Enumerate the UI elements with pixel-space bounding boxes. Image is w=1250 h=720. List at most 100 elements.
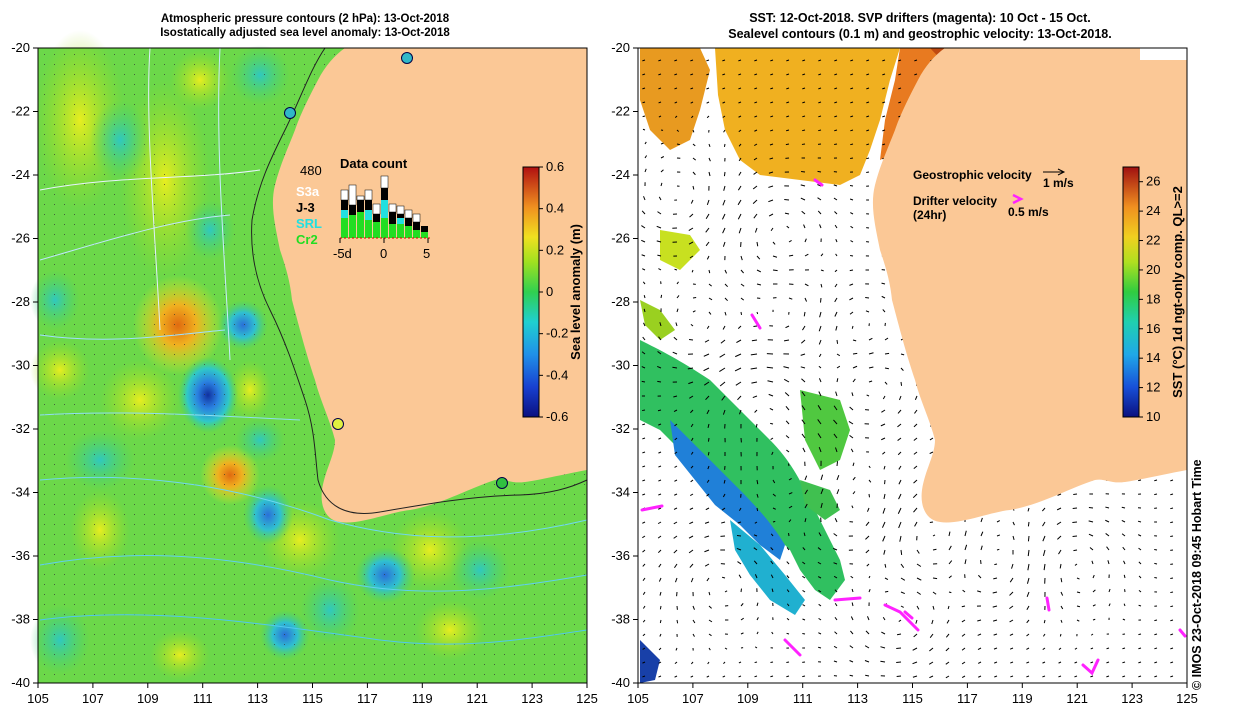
drifter-velocity-sub: (24hr) [913, 208, 946, 222]
velocity-legend: Geostrophic velocity 1 m/s Drifter veloc… [913, 168, 1074, 222]
sla-colorbar-tick: 0.4 [546, 201, 564, 216]
sla-colorbar-tick: -0.4 [546, 367, 568, 382]
right-y-tick: -30 [611, 358, 630, 373]
sst-colorbar-tick: 22 [1146, 233, 1160, 248]
right-x-tick: 125 [1176, 691, 1198, 706]
geo-velocity-label: Geostrophic velocity [913, 168, 1032, 182]
left-land-australia [272, 48, 587, 523]
sla-colorbar-ticks: 0.6 0.4 0.2 0 -0.2 -0.4 -0.6 [539, 159, 568, 424]
sst-colorbar-tick: 14 [1146, 350, 1160, 365]
drifter-velocity-label: Drifter velocity [913, 194, 997, 208]
right-x-tick: 111 [793, 691, 813, 706]
left-x-tick: 115 [302, 691, 323, 706]
left-x-tick: 105 [27, 691, 49, 706]
sla-colorbar-tick: -0.6 [546, 409, 568, 424]
right-title: SST: 12-Oct-2018. SVP drifters (magenta)… [640, 10, 1200, 42]
left-x-tick: 121 [466, 691, 488, 706]
left-y-tick: -22 [11, 104, 30, 119]
right-title-line2: Sealevel contours (0.1 m) and geostrophi… [728, 27, 1112, 41]
data-count-xtick: 5 [423, 246, 430, 261]
left-x-tick: 117 [357, 691, 378, 706]
left-x-axis: 105 107 109 111 113 115 117 119 121 123 125 [27, 683, 598, 706]
right-y-tick: -34 [611, 485, 630, 500]
credit-text: © IMOS 23-Oct-2018 09:45 Hobart Time [1190, 459, 1204, 690]
data-count-title: Data count [340, 156, 408, 171]
right-y-axis: -20 -22 -24 -26 -28 -30 -32 -34 -36 -38 -40 [611, 40, 638, 690]
right-x-tick: 113 [847, 691, 868, 706]
mission-cr2: Cr2 [296, 232, 318, 247]
site-marker [401, 52, 413, 64]
geo-velocity-scale: 1 m/s [1043, 176, 1074, 190]
right-x-tick: 105 [627, 691, 649, 706]
right-y-tick: -38 [611, 612, 630, 627]
sla-colorbar-label: Sea level anomaly (m) [568, 224, 583, 360]
left-y-tick: -28 [11, 294, 30, 309]
right-y-tick: -28 [611, 294, 630, 309]
right-x-tick: 109 [737, 691, 759, 706]
right-x-tick: 123 [1121, 691, 1143, 706]
left-shelf-break [251, 47, 588, 514]
data-count-max: 480 [300, 163, 322, 178]
left-title-line2: Isostatically adjusted sea level anomaly… [160, 27, 450, 39]
sst-colorbar-tick: 26 [1146, 174, 1160, 189]
drifter-arrow-icon [1012, 193, 1024, 205]
data-count-bars [340, 175, 428, 238]
sst-colorbar-tick: 20 [1146, 262, 1160, 277]
sst-map: -20 -22 -24 -26 -28 -30 -32 -34 -36 -38 -40 105 107… [611, 40, 1198, 706]
right-x-tick: 117 [957, 691, 978, 706]
right-y-tick: -40 [611, 675, 630, 690]
mission-s3a: S3a [296, 184, 320, 199]
site-marker [284, 107, 296, 119]
sst-colorbar-tick: 10 [1146, 409, 1160, 424]
data-count-inset: 480 Data count S3a J-3 SRL Cr2 -5d 0 5 [296, 156, 430, 261]
data-count-xtick: 0 [380, 246, 387, 261]
left-y-tick: -20 [11, 40, 30, 55]
left-y-tick: -38 [11, 612, 30, 627]
right-title-line1: SST: 12-Oct-2018. SVP drifters (magenta)… [749, 11, 1091, 25]
data-count-xtick: -5d [333, 246, 352, 261]
left-x-tick: 109 [137, 691, 159, 706]
left-y-tick: -40 [11, 675, 30, 690]
sst-colorbar-tick: 18 [1146, 291, 1160, 306]
left-y-axis: -20 -22 -24 -26 -28 -30 -32 -34 -36 -38 -40 [11, 40, 38, 690]
sst-colorbar [1122, 166, 1140, 418]
right-land-australia [872, 48, 1187, 523]
right-x-axis: 105 107 109 111 113 115 117 119 121 123 125 [627, 683, 1198, 706]
left-y-tick: -24 [11, 167, 30, 182]
sst-colorbar-tick: 16 [1146, 321, 1160, 336]
left-y-tick: -32 [11, 421, 30, 436]
left-x-tick: 107 [82, 691, 104, 706]
site-marker [332, 418, 344, 430]
pressure-contours [39, 47, 588, 645]
sst-colorbar-tick: 12 [1146, 380, 1160, 395]
right-x-tick: 115 [902, 691, 923, 706]
right-x-tick: 107 [682, 691, 704, 706]
right-x-tick: 119 [1012, 691, 1033, 706]
right-x-tick: 121 [1066, 691, 1088, 706]
left-y-tick: -36 [11, 548, 30, 563]
sla-colorbar-tick: 0.2 [546, 242, 564, 257]
left-x-tick: 125 [576, 691, 598, 706]
sst-colorbar-label: SST (°C) 1d ngt-only comp. QL>=2 [1170, 186, 1185, 398]
drifter-velocity-scale: 0.5 m/s [1008, 205, 1049, 219]
right-y-tick: -22 [611, 104, 630, 119]
sst-colorbar-ticks: 26 24 22 20 18 16 14 12 10 [1139, 174, 1160, 424]
right-y-tick: -26 [611, 231, 630, 246]
left-title-line1: Atmospheric pressure contours (2 hPa): 1… [160, 13, 450, 25]
right-y-tick: -24 [611, 167, 630, 182]
left-x-tick: 119 [412, 691, 433, 706]
sla-colorbar [522, 166, 540, 418]
sla-colorbar-tick: -0.2 [546, 326, 568, 341]
left-x-tick: 111 [193, 691, 213, 706]
site-marker [496, 477, 508, 489]
left-y-tick: -26 [11, 231, 30, 246]
sla-colorbar-tick: 0.6 [546, 159, 564, 174]
sla-colorbar-tick: 0 [546, 284, 553, 299]
mission-j3: J-3 [296, 200, 315, 215]
sst-colorbar-tick: 24 [1146, 203, 1160, 218]
right-y-tick: -36 [611, 548, 630, 563]
sea-level-anomaly-map: -20 -22 -24 -26 -28 -30 -32 -34 -36 -38 -40 105 107… [11, 30, 598, 706]
left-title: Atmospheric pressure contours (2 hPa): 1… [60, 12, 550, 40]
mission-srl: SRL [296, 216, 322, 231]
left-y-tick: -34 [11, 485, 30, 500]
